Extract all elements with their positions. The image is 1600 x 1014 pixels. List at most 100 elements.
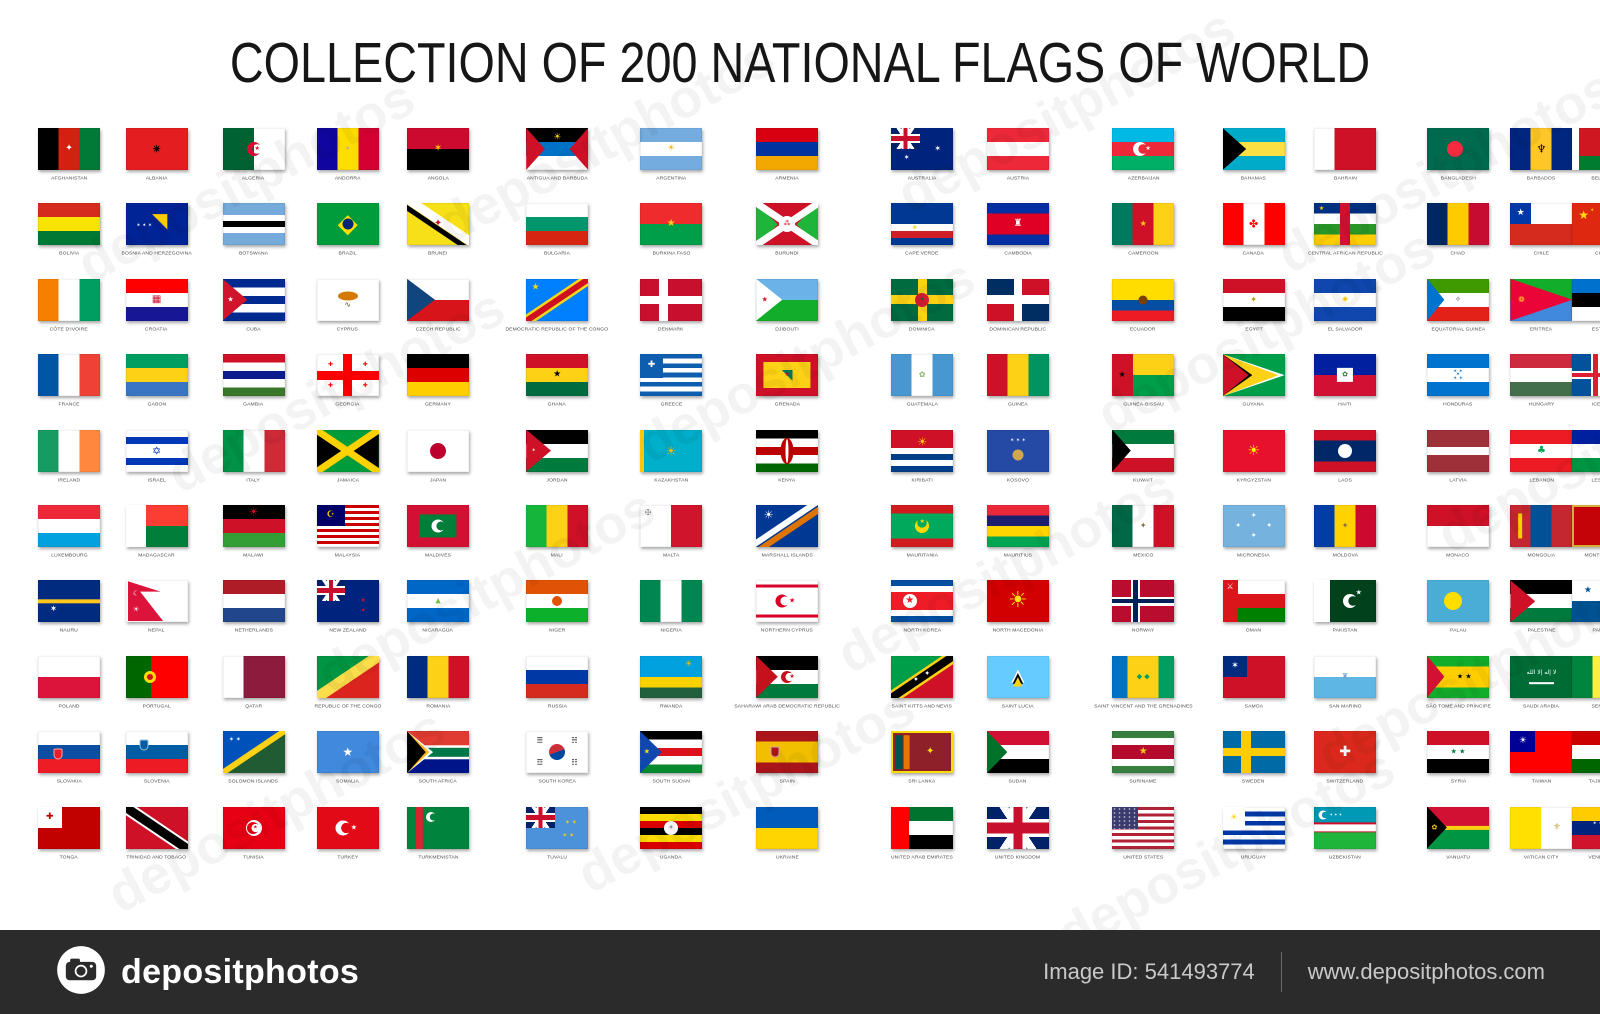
flag-cell: CHAD: [1406, 203, 1511, 278]
flag-cell: GUYANA: [1222, 354, 1285, 429]
flag-antigua-and-barbuda: ☀: [526, 128, 589, 170]
flag-cell: GERMANY: [402, 354, 475, 429]
flag-kuwait: [1112, 429, 1175, 472]
flag-label: HAITI: [1338, 401, 1352, 407]
flag-label: BOTSWANA: [238, 250, 269, 256]
flag-cell: ☀ ANTIGUA AND BARBUDA: [474, 128, 640, 203]
flag-monaco: [1427, 504, 1490, 547]
flag-nepal: ☾ ☀: [125, 580, 188, 623]
flag-cell: ☀ MALAWI: [213, 504, 293, 580]
flag-label: TAJIKISTAN: [1589, 778, 1600, 784]
flag-label: SAHARAWI ARAB DEMOCRATIC REPUBLIC: [734, 702, 840, 709]
flag-label: BANGLADESH: [1440, 175, 1476, 181]
flag-label: POLAND: [58, 702, 80, 709]
flag-label: GREECE: [660, 401, 682, 407]
flag-cell: PALESTINE: [1510, 580, 1573, 655]
flag-cell: ✦ ANDORRA: [294, 128, 402, 203]
flag-cell: ✚ ✚ ✚ ✚ GEORGIA: [294, 354, 402, 429]
flag-label: SOLOMON ISLANDS: [228, 778, 279, 784]
flag-cell: ☀ RWANDA: [640, 655, 703, 731]
flag-label: UNITED STATES: [1123, 853, 1164, 860]
flag-cyprus: ∿: [316, 278, 379, 321]
flag-cell: ★★ PANAMA: [1572, 580, 1600, 655]
flag-label: GUINEA: [1008, 401, 1028, 407]
flag-label: ARMENIA: [775, 175, 799, 181]
flag-afghanistan: ✦: [38, 128, 100, 170]
flag-equatorial-guinea: ✤: [1427, 278, 1490, 321]
flag-label: AUSTRIA: [1006, 175, 1030, 181]
flag-label: GHANA: [548, 401, 567, 407]
flag-cell: SLOVAKIA: [38, 731, 100, 806]
flag-label: BURKINA FASO: [652, 250, 690, 256]
flag-cell: SPAIN: [702, 731, 872, 806]
flag-label: FRANCE: [58, 401, 80, 407]
flag-cell: MONACO: [1406, 504, 1511, 580]
flag-san-marino: ♜: [1314, 655, 1377, 698]
flag-switzerland: ✚: [1314, 731, 1377, 774]
flag-nigeria: [640, 580, 703, 623]
flag-label: NORTH KOREA: [903, 627, 941, 633]
flag-cameroon: ★: [1112, 203, 1175, 246]
flag-label: ANDORRA: [334, 175, 361, 181]
flag-iceland: [1572, 354, 1600, 397]
flag-cell: ✿ VANUATU: [1406, 806, 1511, 882]
flag-algeria: ★: [222, 128, 285, 170]
flag-dominican-republic: [986, 278, 1049, 321]
flag-label: SAN MARINO: [1328, 702, 1362, 709]
flag-kosovo: ✶ ✶ ✶: [986, 429, 1049, 472]
flag-central-african-republic: ★: [1314, 203, 1377, 246]
flag-cell: ★ SURINAME: [1064, 731, 1223, 806]
flag-bosnia-and-herzegovina: ◥ ✶ ✶ ✶: [125, 203, 188, 246]
flag-malawi: ☀: [222, 504, 285, 547]
flag-niger: [526, 580, 589, 623]
flag-sri-lanka: ✦: [891, 731, 954, 774]
flags-grid: ✦ AFGHANISTAN ✷ ALBANIA ★ ALGERIA ✦ ANDORRA ✶ ANG…: [38, 128, 1600, 882]
flag-label: GUATEMALA: [906, 401, 938, 407]
flag-cell: KENYA: [702, 429, 872, 505]
flag-label: NORWAY: [1131, 627, 1155, 633]
flag-label: SYRIA: [1450, 778, 1466, 784]
flag-andorra: ✦: [316, 128, 379, 170]
flag-cell: ★ PAKISTAN: [1285, 580, 1406, 655]
flag-sudan: [986, 731, 1049, 774]
flag-label: UNITED KINGDOM: [995, 853, 1041, 860]
flag-label: MONTENEGRO: [1584, 551, 1600, 558]
flag-rwanda: ☀: [640, 655, 703, 698]
flag-label: PANAMA: [1592, 627, 1600, 633]
flag-cell: ✶ JORDAN: [474, 429, 640, 505]
flag-marshall-islands: ☀: [756, 504, 819, 547]
flag-cell: BELARUS: [1572, 128, 1600, 203]
flag-label: SAUDI ARABIA: [1523, 702, 1560, 709]
flag-botswana: [222, 203, 285, 246]
flag-vatican-city: ⚜: [1510, 806, 1573, 849]
flag-label: CHINA: [1595, 250, 1600, 256]
flag-ukraine: [756, 806, 819, 849]
flag-label: ANTIGUA AND BARBUDA: [526, 175, 588, 181]
flag-cell: ✦ UGANDA: [640, 806, 703, 882]
flag-cell: لا إله إلا الله SAUDI ARABIA: [1510, 655, 1573, 731]
flag-barbados: ♆: [1510, 128, 1573, 170]
flag-label: BAHAMAS: [1241, 175, 1267, 181]
flag-label: KOSOVO: [1006, 476, 1030, 483]
flag-pakistan: ★: [1314, 580, 1377, 623]
flag-luxembourg: [38, 504, 100, 547]
flag-label: NIGERIA: [660, 627, 682, 633]
flag-cell: ✤ EQUATORIAL GUINEA: [1406, 278, 1511, 354]
flag-label: LATVIA: [1449, 476, 1467, 483]
flag-label: DOMINICAN REPUBLIC: [989, 325, 1047, 332]
flag-cell: ICELAND: [1572, 354, 1600, 429]
flag-label: KUWAIT: [1133, 476, 1154, 483]
flag-israel: ✡: [125, 429, 188, 472]
flag-label: BARBADOS: [1527, 175, 1556, 181]
footer-bar: depositphotos Image ID: 541493774 www.de…: [0, 930, 1600, 1014]
flag-cell: ✶ NAURU: [38, 580, 100, 655]
flag-label: NICARAGUA: [422, 627, 454, 633]
flag-label: KENYA: [778, 476, 796, 483]
flag-cell: ✦ DOMINICA: [872, 278, 972, 354]
flag-uruguay: ☀: [1222, 806, 1285, 849]
flag-label: GAMBIA: [243, 401, 264, 407]
flag-label: MALAWI: [243, 551, 264, 558]
flag-cell: ✶ ✶ ✶ ✶ TUVALU: [474, 806, 640, 882]
flag-turkmenistan: [407, 806, 470, 849]
flag-label: ISRAEL: [147, 476, 166, 483]
